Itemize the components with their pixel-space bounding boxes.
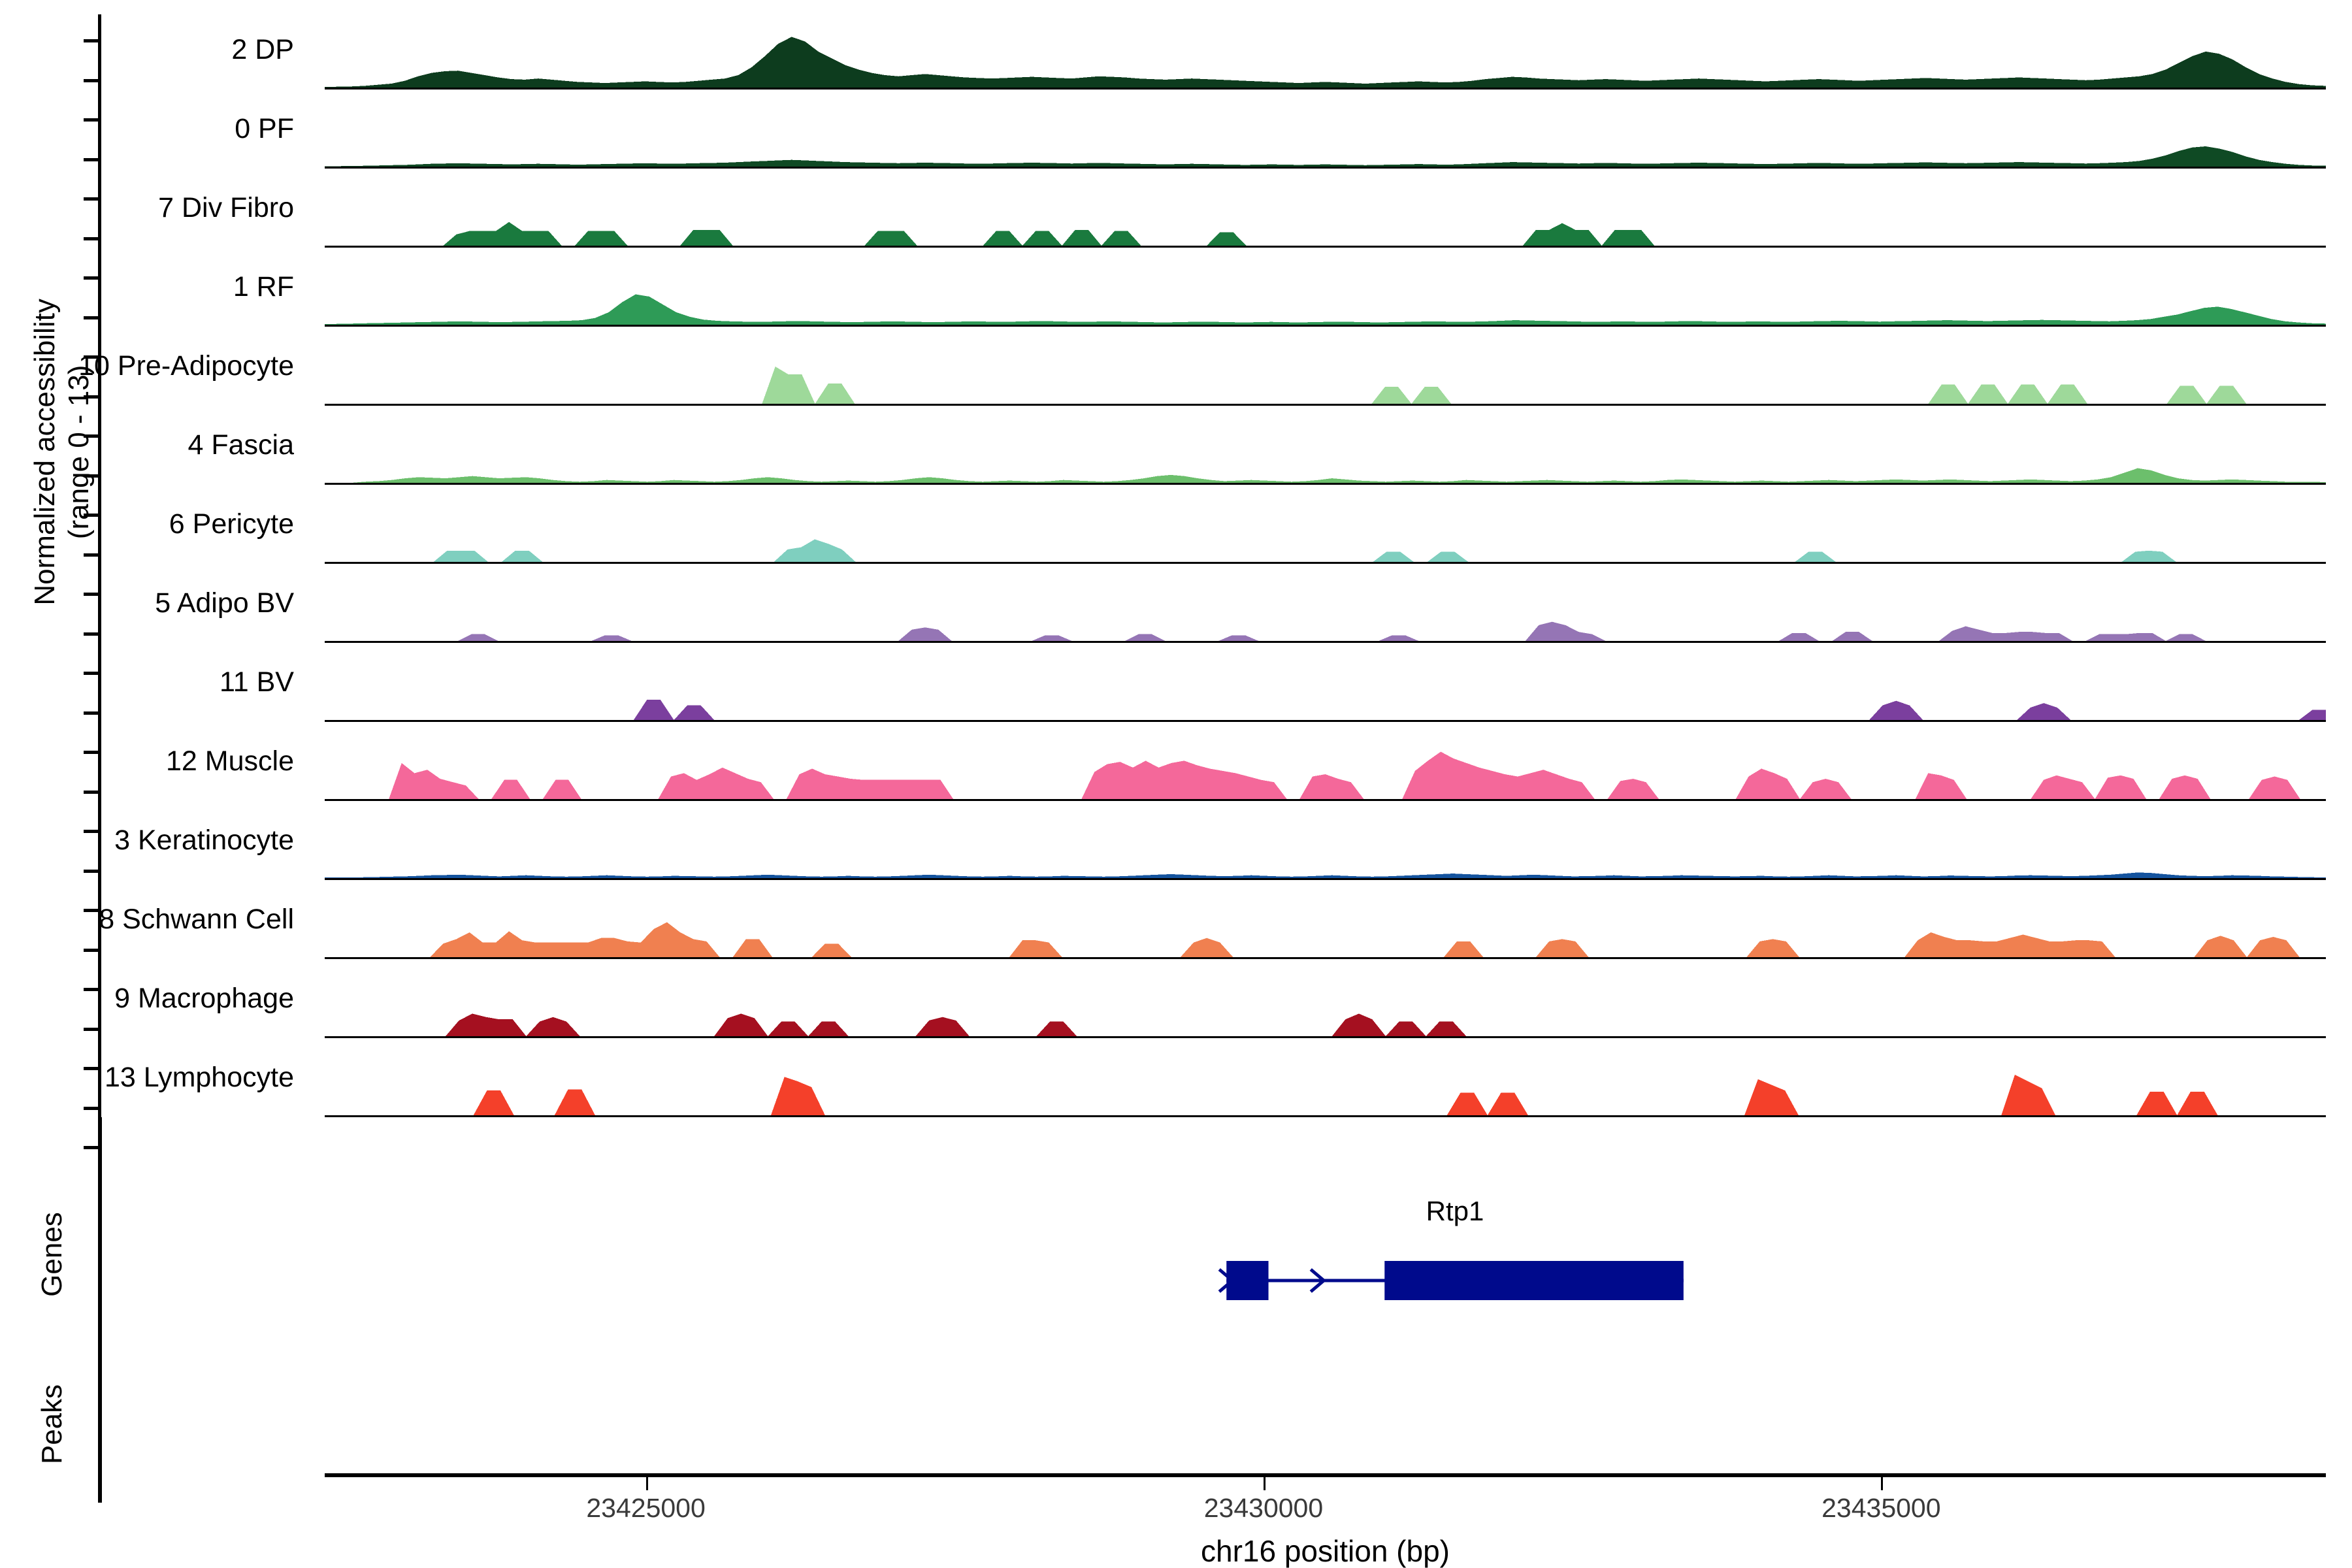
y-axis-tick	[84, 711, 98, 715]
coverage-track-area	[325, 221, 2326, 246]
y-axis-tick	[84, 909, 98, 912]
y-axis-tick	[84, 1106, 98, 1110]
coverage-track-label: 11 BV	[220, 666, 294, 698]
coverage-track-baseline	[325, 1115, 2326, 1117]
coverage-track-baseline	[325, 88, 2326, 90]
y-axis-tick	[84, 672, 98, 675]
coverage-track-baseline	[325, 483, 2326, 485]
y-axis-tick	[84, 514, 98, 517]
coverage-track-area	[325, 1075, 2326, 1115]
y-axis-tick	[84, 553, 98, 557]
coverage-track-area	[325, 468, 2326, 483]
coverage-y-axis-spine	[98, 14, 101, 1125]
y-axis-tick	[84, 276, 98, 280]
coverage-track-baseline	[325, 878, 2326, 880]
y-axis-tick	[84, 157, 98, 161]
y-axis-title-line2: (range 0 - 13)	[63, 365, 95, 540]
y-axis-tick	[84, 395, 98, 399]
coverage-track-label: 3 Keratinocyte	[114, 825, 294, 856]
gene-strand-arrow	[1309, 1268, 1327, 1293]
gene-name-label: Rtp1	[1426, 1196, 1484, 1226]
gene-exon	[1226, 1261, 1269, 1300]
y-axis-tick	[84, 751, 98, 754]
coverage-track-area	[325, 872, 2326, 878]
coverage-track-label: 10 Pre-Adipocyte	[78, 350, 294, 382]
y-axis-tick	[84, 237, 98, 240]
x-axis-tick-label: 23435000	[1821, 1493, 1941, 1523]
peaks-panel-label: Peaks	[36, 1384, 68, 1465]
coverage-track-area	[325, 700, 2326, 720]
y-axis-tick	[84, 988, 98, 991]
y-axis-tick	[84, 869, 98, 873]
x-axis-tick-label: 23430000	[1203, 1493, 1324, 1523]
gene-model[interactable]	[325, 1241, 2352, 1320]
coverage-track-baseline	[325, 325, 2326, 327]
coverage-track-label: 2 DP	[231, 34, 294, 65]
coverage-track-label: 13 Lymphocyte	[104, 1062, 294, 1093]
x-axis-spine	[325, 1473, 2326, 1477]
x-axis-tick	[645, 1477, 648, 1490]
coverage-track-baseline	[325, 404, 2326, 406]
genes-panel-spine	[98, 1117, 102, 1392]
x-axis: 23425000 23430000 23435000 chr16 position …	[0, 1473, 2352, 1568]
y-axis-tick	[84, 790, 98, 794]
coverage-track-baseline	[325, 1036, 2326, 1038]
y-axis-title-line1: Normalized accessibility	[29, 299, 61, 606]
coverage-track-area	[325, 751, 2326, 799]
coverage-track-label: 5 Adipo BV	[155, 587, 294, 619]
coverage-track-baseline	[325, 167, 2326, 169]
coverage-track-area	[325, 1013, 2326, 1036]
coverage-track-area	[325, 922, 2326, 957]
coverage-track-label: 8 Schwann Cell	[99, 904, 294, 935]
y-axis-tick	[84, 632, 98, 636]
y-axis-tick	[84, 1067, 98, 1070]
coverage-track-baseline	[325, 562, 2326, 564]
peaks-panel-spine	[98, 1372, 102, 1503]
coverage-track-label: 12 Muscle	[166, 745, 294, 777]
coverage-track-label: 9 Macrophage	[114, 983, 294, 1014]
y-axis-tick	[84, 474, 98, 478]
y-axis-tick	[84, 316, 98, 319]
coverage-track-baseline	[325, 720, 2326, 722]
y-axis-tick	[84, 118, 98, 122]
genes-panel-label: Genes	[36, 1212, 68, 1297]
y-axis-tick	[84, 197, 98, 201]
y-axis-tick	[84, 1146, 98, 1149]
y-axis-tick	[84, 355, 98, 359]
coverage-panel: 2 DP 0 PF 7 Div Fibro 1 RF 10 Pre-Adipocyte 4…	[78, 14, 2326, 1149]
coverage-track-area	[325, 146, 2326, 167]
coverage-track-label: 6 Pericyte	[169, 508, 294, 540]
x-axis-tick	[1881, 1477, 1884, 1490]
coverage-track-label: 1 RF	[233, 271, 294, 302]
y-axis-title: Normalized accessibility (range 0 - 13)	[28, 250, 96, 655]
coverage-track-label: 4 Fascia	[188, 429, 294, 461]
y-axis-tick	[84, 593, 98, 596]
coverage-track-area	[325, 621, 2326, 641]
coverage-track-label: 7 Div Fibro	[158, 192, 294, 223]
y-axis-tick	[84, 948, 98, 952]
coverage-track-baseline	[325, 641, 2326, 643]
genes-panel: Rtp1	[0, 1111, 2352, 1411]
coverage-track-area	[325, 37, 2326, 88]
coverage-track-area	[325, 294, 2326, 325]
y-axis-tick	[84, 39, 98, 42]
y-axis-tick	[84, 830, 98, 833]
y-axis-tick	[84, 1027, 98, 1031]
y-axis-tick	[84, 434, 98, 438]
peaks-panel	[0, 1365, 2352, 1503]
x-axis-title: chr16 position (bp)	[1201, 1534, 1450, 1568]
x-axis-tick	[1263, 1477, 1266, 1490]
coverage-track-baseline	[325, 246, 2326, 248]
coverage-track-baseline	[325, 799, 2326, 801]
x-axis-tick-label: 23425000	[586, 1493, 706, 1523]
coverage-track-area	[325, 367, 2326, 404]
y-axis-tick	[84, 78, 98, 82]
coverage-track-baseline	[325, 957, 2326, 959]
coverage-track-area	[325, 539, 2326, 562]
coverage-track-label: 0 PF	[235, 113, 294, 144]
gene-exon	[1384, 1261, 1684, 1300]
